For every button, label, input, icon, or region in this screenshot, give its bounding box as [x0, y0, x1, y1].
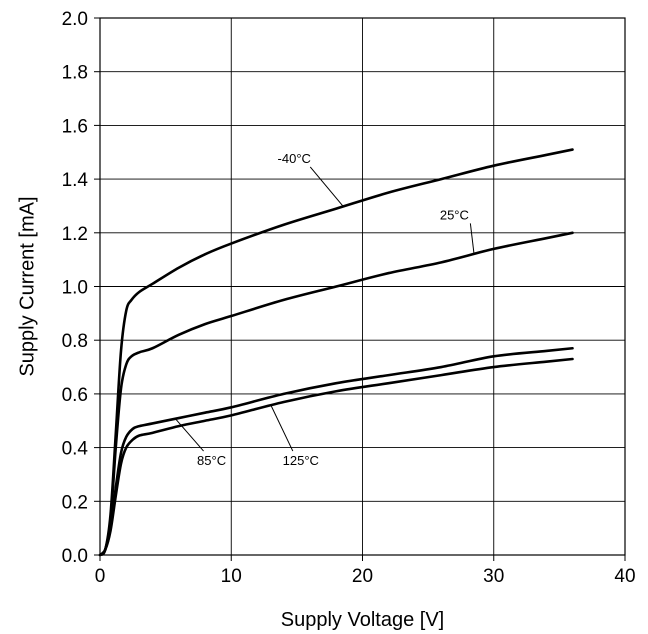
curve-label: 85°C	[197, 453, 226, 468]
y-tick-label: 0.8	[62, 331, 88, 352]
curve-label: 125°C	[283, 453, 319, 468]
curve-annotations: -40°C 25°C 85°C 125°C	[174, 151, 475, 468]
x-tick-label: 20	[352, 566, 373, 587]
y-tick-label: 1.6	[62, 116, 88, 137]
y-tick-label: 0.4	[62, 439, 89, 460]
x-axis-title: Supply Voltage [V]	[281, 609, 444, 631]
y-axis-title: Supply Current [mA]	[16, 196, 38, 376]
y-tick-label: 0.0	[62, 546, 88, 567]
curve-label-pointer	[309, 166, 344, 207]
x-tick-label: 10	[221, 566, 242, 587]
grid	[100, 18, 625, 555]
y-tick-label: 1.2	[62, 224, 88, 245]
series-line	[98, 357, 574, 557]
x-tick-label: 30	[483, 566, 504, 587]
y-tick-label: 1.4	[62, 170, 89, 191]
curve-label-pointer	[174, 417, 204, 452]
curve-label-pointer	[270, 404, 294, 452]
series-line	[98, 231, 574, 557]
ticks: 0 10 20 30 40 0.0 0.2 0.4 0.6 0.8 1.0 1.2 1.4 1.6 1.8 2…	[62, 9, 636, 587]
series-line	[98, 346, 574, 557]
y-tick-label: 1.0	[62, 278, 88, 299]
series-line	[98, 148, 574, 557]
y-tick-label: 0.2	[62, 492, 88, 513]
x-tick-label: 0	[95, 566, 106, 587]
curve-label: 25°C	[440, 207, 469, 222]
series-lines	[98, 148, 574, 557]
curve-label: -40°C	[278, 151, 311, 166]
y-tick-label: 1.8	[62, 63, 88, 84]
x-tick-label: 40	[614, 566, 635, 587]
curve-label-pointer	[469, 223, 475, 255]
y-tick-label: 2.0	[62, 9, 88, 30]
y-tick-label: 0.6	[62, 385, 88, 406]
